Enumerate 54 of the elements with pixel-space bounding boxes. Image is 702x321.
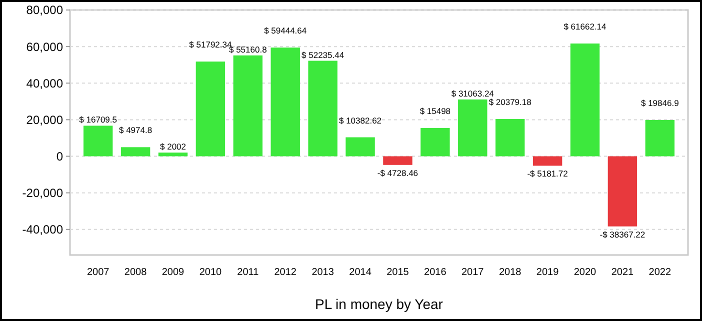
x-tick-label: 2007 — [86, 267, 110, 278]
y-tick-label: -20,000 — [22, 186, 64, 200]
data-label: $ 16709.5 — [79, 114, 118, 125]
data-label: $ 15498 — [420, 106, 451, 116]
x-tick-label: 2010 — [199, 267, 222, 278]
bar — [532, 156, 562, 166]
data-label: $ 31063.24 — [451, 88, 494, 98]
bar — [270, 48, 300, 156]
x-tick-label: 2009 — [162, 267, 185, 278]
x-tick-label: 2017 — [462, 267, 484, 278]
bar — [570, 44, 600, 156]
data-label: $ 59444.64 — [264, 26, 307, 36]
data-label: $ 20379.18 — [488, 97, 532, 108]
x-tick-label: 2013 — [312, 267, 334, 278]
x-tick-label: 2016 — [424, 267, 447, 278]
y-tick-label: 20,000 — [26, 112, 64, 127]
bar — [346, 137, 375, 156]
x-tick-label: 2020 — [574, 267, 597, 278]
y-tick-label: 40,000 — [26, 76, 64, 90]
bar — [645, 120, 675, 156]
x-tick-label: 2008 — [124, 267, 148, 278]
x-tick-label: 2019 — [536, 267, 560, 278]
x-tick-label: 2018 — [498, 267, 522, 278]
bar — [120, 147, 150, 156]
x-tick-label: 2011 — [237, 267, 260, 278]
bar — [83, 126, 113, 156]
data-label: $ 4974.8 — [119, 125, 152, 136]
bar — [608, 156, 638, 226]
data-label: $ 52235.44 — [302, 50, 344, 60]
y-tick-label: 80,000 — [26, 3, 64, 18]
x-axis-title: PL in money by Year — [315, 296, 444, 312]
data-label: $ 10382.62 — [339, 115, 382, 126]
bar — [308, 60, 338, 156]
x-tick-label: 2014 — [349, 267, 372, 278]
data-label: -$ 4728.46 — [377, 168, 418, 178]
y-tick-label: 0 — [56, 149, 64, 164]
y-tick-label: -40,000 — [22, 222, 64, 237]
x-tick-label: 2015 — [386, 267, 410, 278]
bar — [196, 62, 226, 156]
x-tick-label: 2012 — [274, 267, 297, 278]
bar — [420, 128, 450, 156]
bar — [158, 152, 188, 156]
data-label: $ 61662.14 — [564, 22, 607, 32]
data-label: -$ 5181.72 — [527, 168, 568, 179]
data-label: $ 19846.9 — [640, 98, 680, 108]
bar — [383, 156, 412, 165]
bar — [458, 99, 488, 156]
x-tick-label: 2021 — [611, 267, 634, 278]
x-tick-label: 2022 — [648, 267, 672, 278]
bar — [233, 55, 263, 156]
y-tick-label: 60,000 — [26, 40, 64, 54]
data-label: $ 2002 — [160, 142, 186, 152]
bar — [495, 119, 525, 156]
data-label: -$ 38367.22 — [600, 229, 646, 240]
